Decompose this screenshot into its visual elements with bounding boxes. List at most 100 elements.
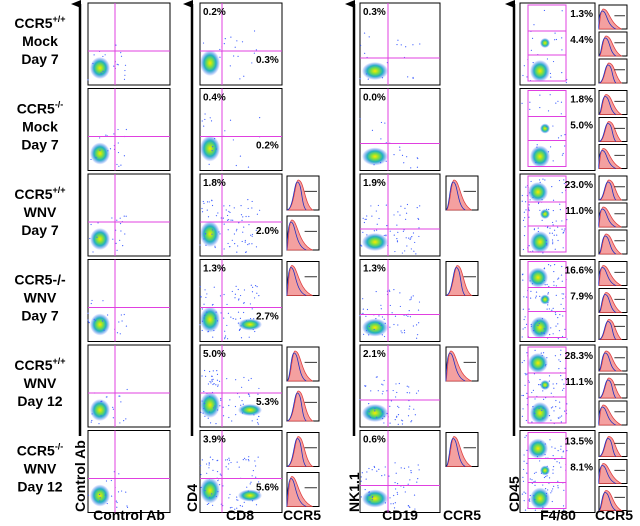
event-dot — [359, 314, 361, 317]
event-dot — [369, 416, 371, 418]
event-dot — [537, 324, 539, 326]
cell-cluster — [540, 209, 550, 219]
event-dot — [248, 395, 251, 397]
gate — [527, 432, 567, 509]
event-dot — [231, 506, 233, 509]
event-dot — [226, 338, 229, 340]
event-dot — [405, 46, 407, 48]
event-dot — [552, 224, 554, 226]
event-dot — [233, 55, 235, 57]
event-dot — [377, 204, 379, 207]
event-dot — [562, 505, 565, 507]
event-dot — [545, 239, 547, 242]
row-label: Mock — [22, 119, 58, 135]
event-dot — [379, 162, 382, 164]
event-dot — [524, 326, 526, 329]
event-dot — [202, 42, 205, 44]
event-dot — [250, 234, 252, 236]
event-dot — [234, 46, 236, 48]
event-dot — [118, 395, 120, 397]
event-dot — [403, 486, 405, 488]
event-dot — [407, 315, 409, 317]
histogram-fill — [598, 206, 622, 228]
cell-cluster — [528, 353, 548, 373]
event-dot — [241, 505, 244, 507]
event-dot — [415, 324, 418, 326]
event-dot — [378, 315, 380, 317]
event-dot — [373, 465, 375, 468]
event-dot — [563, 509, 565, 511]
plot-frame — [87, 173, 171, 257]
event-dot — [112, 417, 114, 419]
event-dot — [213, 286, 215, 288]
event-dot — [530, 297, 532, 299]
event-dot — [400, 205, 402, 207]
event-dot — [234, 508, 236, 510]
cell-cluster — [362, 318, 388, 337]
event-dot — [389, 230, 391, 232]
event-dot — [555, 399, 557, 402]
event-dot — [548, 286, 550, 288]
event-dot — [236, 228, 238, 230]
gate — [527, 90, 567, 167]
event-dot — [558, 368, 560, 370]
event-dot — [548, 308, 550, 310]
event-dot — [395, 416, 398, 418]
event-dot — [380, 138, 382, 140]
event-dot — [552, 472, 554, 474]
event-dot — [248, 215, 250, 218]
event-dot — [100, 401, 102, 403]
event-dot — [250, 377, 252, 380]
event-dot — [553, 270, 555, 273]
event-dot — [229, 211, 231, 214]
event-dot — [548, 415, 551, 417]
event-dot — [530, 180, 532, 183]
event-dot — [552, 60, 555, 63]
event-dot — [213, 329, 215, 332]
event-dot — [418, 469, 420, 471]
event-dot — [219, 233, 221, 235]
event-dot — [125, 418, 127, 420]
event-dot — [368, 36, 370, 38]
event-dot — [116, 249, 118, 251]
event-dot — [115, 44, 117, 46]
event-dot — [205, 296, 207, 299]
event-dot — [410, 472, 412, 474]
event-dot — [553, 485, 555, 487]
event-dot — [559, 360, 561, 363]
event-dot — [204, 490, 206, 492]
event-dot — [552, 209, 554, 212]
plot-frame — [519, 2, 596, 86]
event-dot — [230, 461, 232, 464]
event-dot — [238, 298, 240, 300]
event-dot — [370, 390, 372, 392]
event-dot — [553, 387, 555, 389]
event-dot — [239, 78, 241, 80]
event-dot — [412, 44, 414, 46]
event-dot — [123, 420, 125, 422]
row-label-text: CCR5-/- — [14, 272, 66, 288]
event-dot — [226, 378, 228, 380]
event-dot — [243, 75, 245, 77]
event-dot — [209, 117, 211, 119]
plot-frame — [199, 430, 283, 513]
event-dot — [102, 70, 104, 72]
histogram-fill — [286, 179, 314, 211]
event-dot — [257, 423, 260, 425]
event-dot — [224, 130, 226, 132]
histogram-line — [598, 37, 617, 57]
event-dot — [200, 411, 202, 413]
event-dot — [521, 336, 523, 338]
event-dot — [204, 415, 206, 417]
event-dot — [525, 374, 527, 376]
event-dot — [418, 322, 420, 324]
event-dot — [414, 508, 416, 510]
event-dot — [530, 49, 533, 51]
event-dot — [381, 77, 384, 79]
gate — [527, 261, 567, 338]
histogram-fill — [598, 148, 622, 169]
event-dot — [534, 484, 536, 486]
event-dot — [409, 405, 411, 407]
event-dot — [546, 308, 548, 310]
event-dot — [368, 411, 370, 413]
